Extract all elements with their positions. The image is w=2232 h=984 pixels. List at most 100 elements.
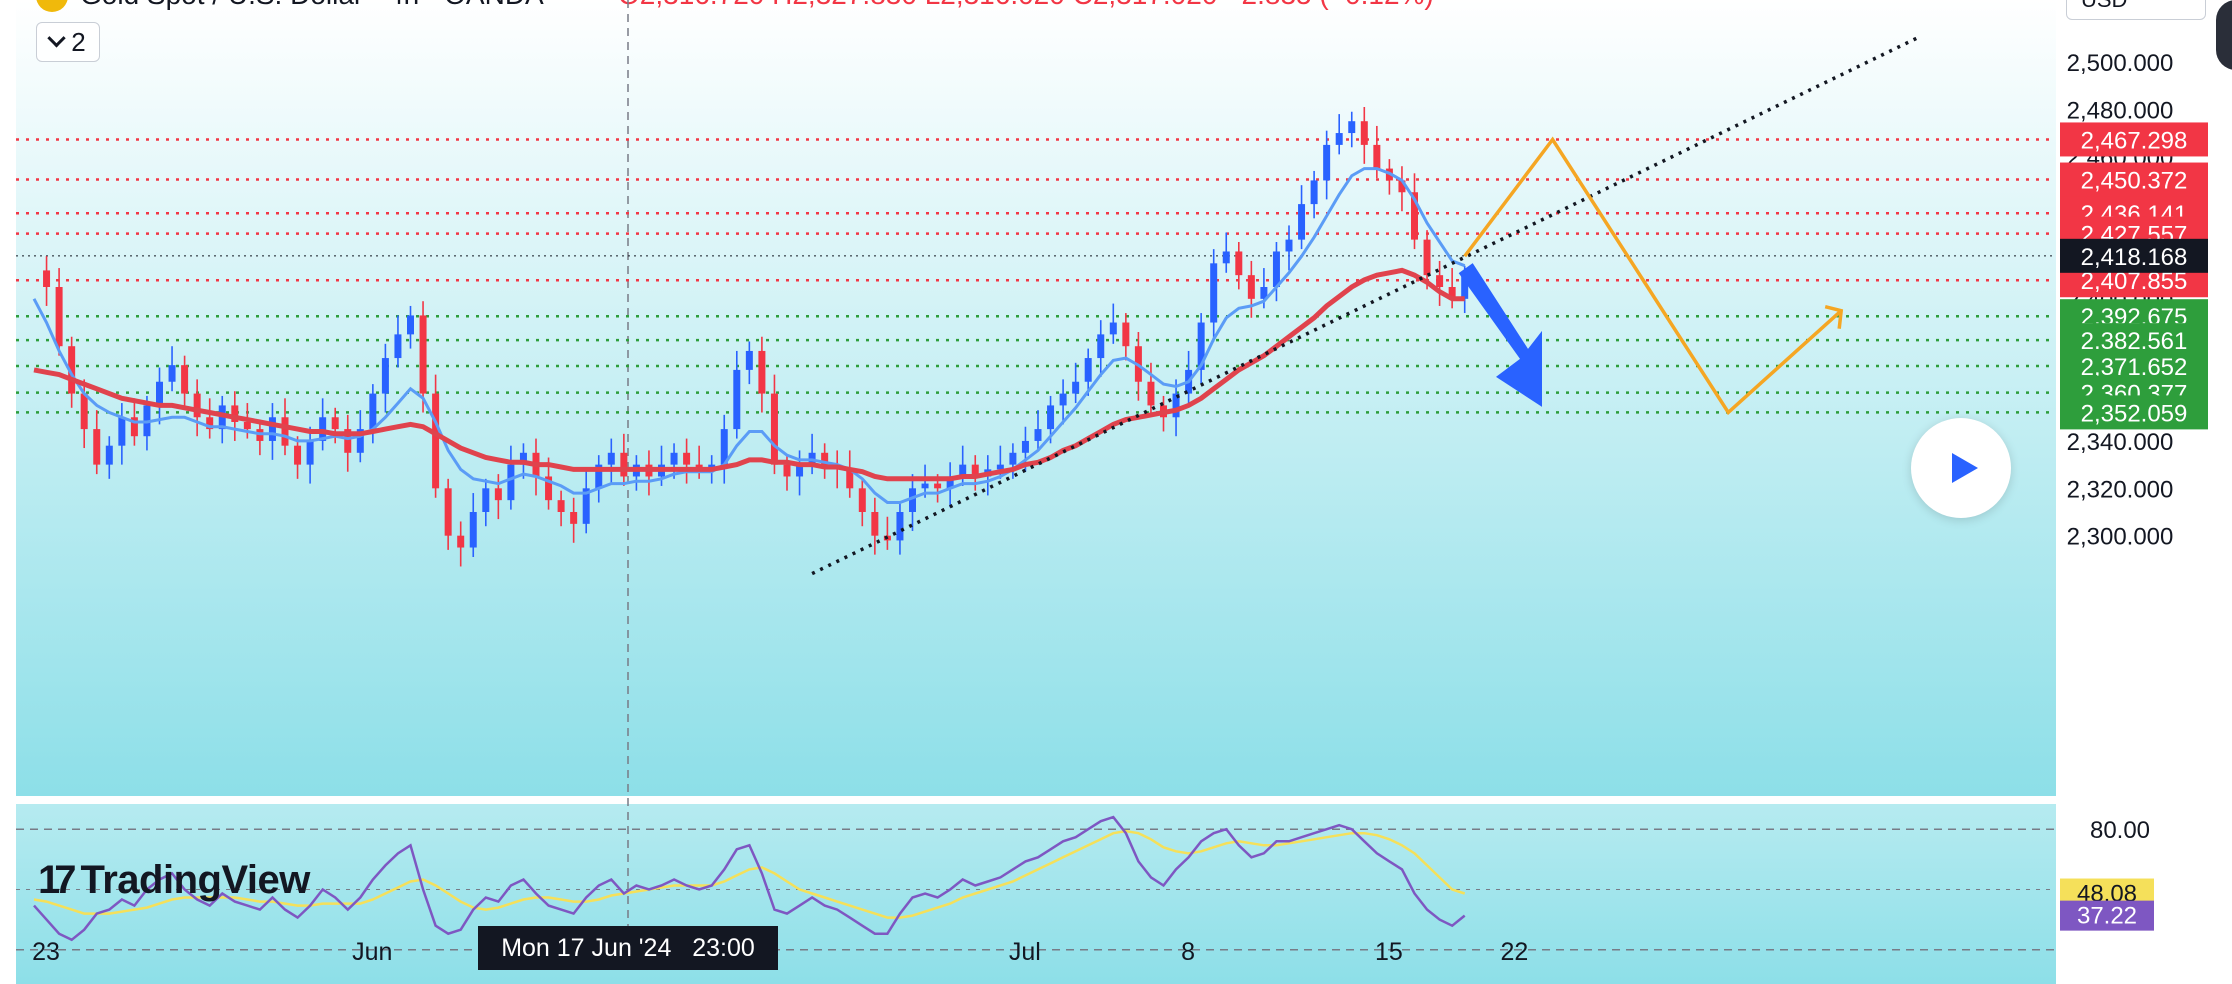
candle-body-63 bbox=[821, 452, 829, 465]
time-tick-label-5: 8 bbox=[1181, 938, 1195, 966]
price-pane-background bbox=[16, 0, 2056, 796]
candle-body-89 bbox=[1147, 381, 1155, 406]
candle-body-14 bbox=[206, 417, 214, 430]
candle-body-5 bbox=[93, 429, 101, 465]
candle-body-60 bbox=[783, 464, 791, 477]
moving-averages bbox=[32, 167, 1466, 504]
candle-body-114 bbox=[1461, 275, 1469, 299]
time-tick-label-7: 22 bbox=[1500, 938, 1528, 966]
price-tick-label-1: 2,480.000 bbox=[2067, 97, 2174, 124]
candle-body-38 bbox=[507, 464, 515, 501]
candle-body-1 bbox=[43, 270, 51, 287]
rsi-value-label-1: 37.22 bbox=[2077, 903, 2137, 930]
symbol-icon bbox=[36, 0, 68, 12]
logo-text: TradingView bbox=[80, 858, 311, 902]
candle-body-55 bbox=[720, 429, 728, 465]
candle-body-65 bbox=[846, 469, 854, 489]
candle-body-17 bbox=[243, 422, 251, 430]
resistance-label-1-bg bbox=[2060, 162, 2208, 197]
candle-body-4 bbox=[80, 393, 88, 430]
trendline bbox=[811, 36, 1918, 576]
candle-body-12 bbox=[181, 365, 189, 394]
play-icon bbox=[1952, 453, 1978, 483]
candle-body-80 bbox=[1034, 429, 1042, 441]
candle-body-2 bbox=[55, 287, 63, 347]
candle-body-101 bbox=[1298, 204, 1306, 240]
candle-body-46 bbox=[607, 452, 615, 465]
candle-body-3 bbox=[68, 346, 76, 394]
candle-body-51 bbox=[670, 452, 678, 465]
ema-fast-line bbox=[32, 167, 1466, 504]
candle-body-22 bbox=[306, 440, 314, 465]
candle-body-28 bbox=[381, 358, 389, 394]
candle-body-20 bbox=[281, 417, 289, 446]
candle-body-103 bbox=[1323, 144, 1331, 181]
candle-body-16 bbox=[231, 405, 239, 422]
candle-body-73 bbox=[946, 476, 954, 489]
candle-body-45 bbox=[595, 464, 603, 489]
candle-body-85 bbox=[1097, 334, 1105, 359]
candle-body-70 bbox=[909, 488, 916, 512]
candle-body-91 bbox=[1172, 393, 1180, 418]
time-tick-label-4: Jul bbox=[1009, 938, 1041, 966]
candle-body-24 bbox=[331, 417, 339, 430]
candle-body-66 bbox=[858, 488, 866, 512]
candle-body-42 bbox=[557, 500, 565, 512]
candle-body-26 bbox=[356, 429, 364, 453]
candle-body-47 bbox=[620, 452, 628, 477]
projection-arrowhead bbox=[1824, 304, 1844, 329]
candle-body-6 bbox=[105, 445, 113, 465]
candle-body-113 bbox=[1448, 287, 1456, 299]
candle-body-25 bbox=[344, 429, 352, 453]
candle-body-98 bbox=[1260, 287, 1268, 299]
candle-body-58 bbox=[758, 350, 766, 394]
candle-body-105 bbox=[1348, 121, 1356, 134]
candle-body-7 bbox=[118, 417, 126, 446]
time-tick-label-6: 15 bbox=[1375, 938, 1403, 966]
resistance-label-0-bg bbox=[2060, 122, 2208, 157]
rsi-pane bbox=[16, 815, 2056, 951]
candle-body-87 bbox=[1122, 322, 1130, 347]
rsi-line bbox=[33, 815, 1466, 942]
candle-body-41 bbox=[545, 476, 553, 501]
candle-body-72 bbox=[934, 483, 942, 489]
symbol-title: Gold Spot / U.S. Dollar · 4h · OANDA bbox=[80, 0, 544, 10]
candle-body-21 bbox=[294, 445, 302, 465]
candle-body-111 bbox=[1423, 239, 1431, 276]
candle-body-34 bbox=[457, 535, 465, 548]
side-toolbar-handle[interactable] bbox=[2216, 0, 2232, 70]
tradingview-logo: 17 TradingView bbox=[38, 858, 310, 903]
candle-body-37 bbox=[494, 488, 502, 501]
candle-body-96 bbox=[1235, 251, 1243, 276]
candle-body-32 bbox=[432, 393, 440, 489]
candle-body-77 bbox=[996, 464, 1004, 470]
candle-body-27 bbox=[369, 393, 377, 430]
candle-body-39 bbox=[519, 452, 527, 465]
candle-body-95 bbox=[1222, 251, 1230, 264]
candle-body-36 bbox=[482, 488, 490, 512]
candle-body-67 bbox=[871, 512, 879, 536]
candle-body-84 bbox=[1084, 358, 1092, 382]
candle-body-94 bbox=[1210, 263, 1218, 323]
candle-body-10 bbox=[156, 381, 163, 406]
candle-body-11 bbox=[168, 365, 176, 382]
candle-body-69 bbox=[896, 512, 904, 541]
candle-body-33 bbox=[444, 488, 452, 536]
horizontal-levels bbox=[16, 138, 2056, 414]
currency-selector[interactable]: USD bbox=[2066, 0, 2206, 20]
ema-slow-line bbox=[33, 267, 1465, 482]
candle-body-35 bbox=[469, 512, 477, 548]
price-tick-label-4: 2,340.000 bbox=[2067, 429, 2174, 456]
replay-button[interactable] bbox=[1911, 418, 2011, 518]
chevron-down-icon bbox=[47, 28, 66, 47]
rsi-value-label-bg-1 bbox=[2060, 900, 2154, 931]
candle-body-106 bbox=[1360, 121, 1368, 145]
crosshair-date-label: Mon 17 Jun '24 23:00 bbox=[478, 926, 778, 970]
candle-body-102 bbox=[1310, 180, 1318, 205]
collapse-indicators-button[interactable]: 2 bbox=[36, 22, 100, 62]
candle-body-57 bbox=[745, 350, 753, 370]
candle-body-19 bbox=[268, 417, 276, 441]
resistance-label-0: 2,467.298 bbox=[2081, 127, 2188, 154]
current-price-label-bg bbox=[2060, 238, 2208, 273]
